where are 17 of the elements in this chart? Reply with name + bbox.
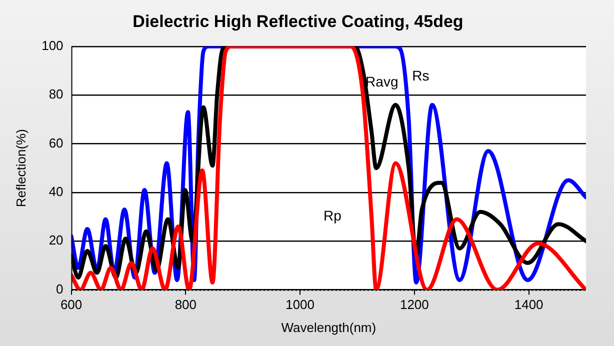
y-tick-label: 0: [56, 281, 64, 296]
x-tick-label: 1400: [514, 297, 544, 312]
y-axis-title: Reflection(%): [13, 129, 28, 208]
x-tick-label: 600: [60, 297, 82, 312]
x-axis-title: Wavelength(nm): [281, 320, 376, 335]
y-tick-label: 20: [48, 232, 64, 248]
chart-title: Dielectric High Reflective Coating, 45deg: [132, 12, 464, 31]
y-tick-label: 40: [48, 184, 64, 200]
y-tick-label: 60: [48, 135, 64, 150]
series-label: Rs: [412, 68, 430, 84]
text: Rp: [324, 208, 342, 224]
x-tick-label: 1200: [400, 297, 429, 312]
x-tick-label: 800: [174, 297, 197, 312]
y-tick-label: 80: [48, 86, 64, 102]
x-tick-label: 1000: [286, 297, 315, 312]
series-label: Ravg: [366, 74, 398, 90]
y-tick-label: 100: [42, 38, 64, 53]
